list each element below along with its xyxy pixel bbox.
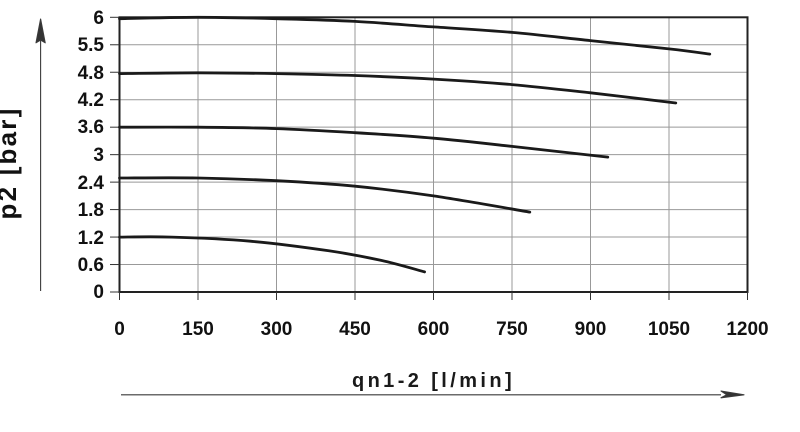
svg-text:3.6: 3.6	[78, 117, 104, 138]
svg-text:450: 450	[339, 319, 371, 340]
svg-text:6: 6	[93, 8, 104, 29]
svg-text:1.8: 1.8	[78, 200, 104, 221]
svg-text:0: 0	[93, 282, 104, 303]
svg-text:2.4: 2.4	[78, 173, 105, 194]
svg-text:4.2: 4.2	[78, 90, 104, 111]
svg-text:0.6: 0.6	[78, 255, 104, 276]
svg-text:300: 300	[261, 319, 293, 340]
svg-text:600: 600	[418, 319, 450, 340]
svg-text:p2 [bar]: p2 [bar]	[0, 107, 22, 220]
svg-text:900: 900	[575, 319, 607, 340]
svg-text:1.2: 1.2	[78, 228, 104, 249]
svg-text:4.8: 4.8	[78, 63, 104, 84]
svg-text:5.5: 5.5	[78, 35, 105, 56]
svg-text:1050: 1050	[648, 319, 690, 340]
svg-text:0: 0	[114, 319, 125, 340]
svg-text:1200: 1200	[726, 319, 768, 340]
svg-text:3: 3	[93, 145, 104, 166]
svg-text:150: 150	[182, 319, 214, 340]
svg-text:750: 750	[496, 319, 528, 340]
svg-text:qn1-2 [l/min]: qn1-2 [l/min]	[352, 370, 515, 392]
